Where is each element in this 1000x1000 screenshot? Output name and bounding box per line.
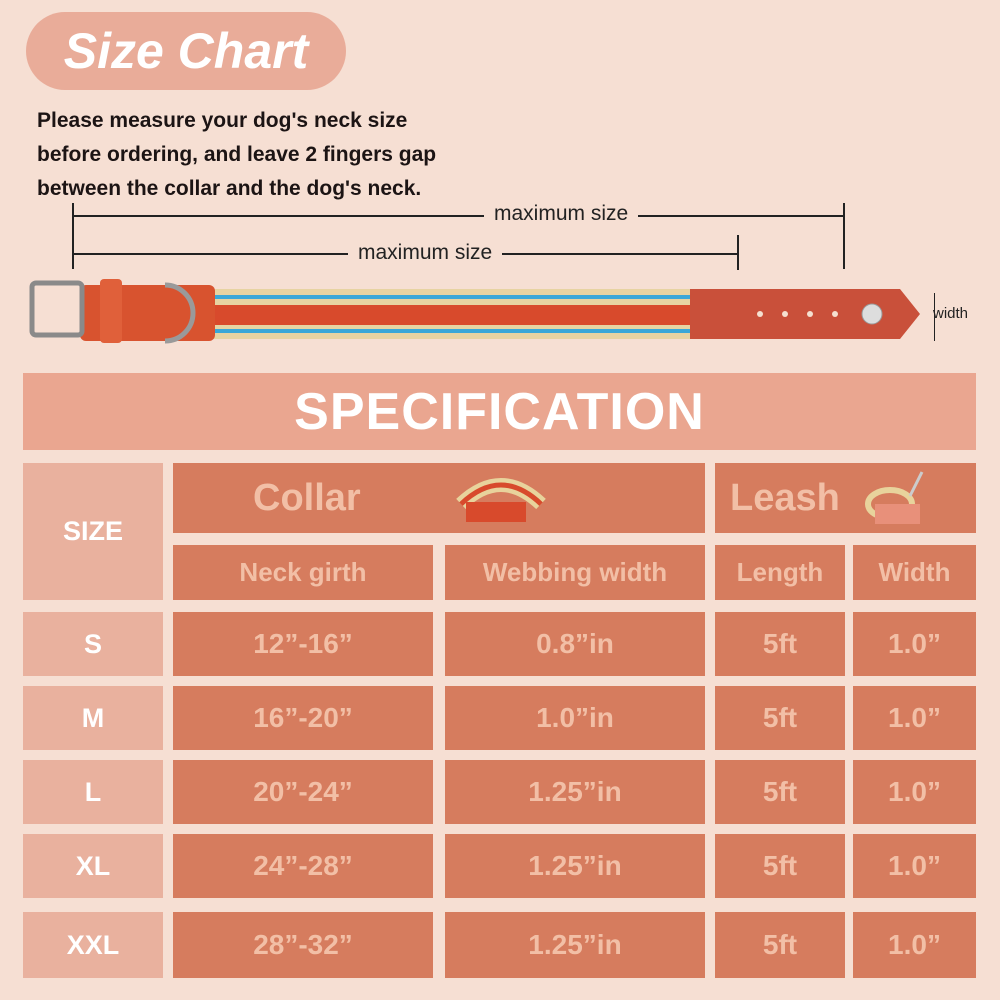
webbing-width-cell: 1.0”in xyxy=(445,686,705,750)
title-badge: Size Chart xyxy=(26,12,346,90)
column-header-webbing-width: Webbing width xyxy=(445,545,705,600)
max-size-label-2: maximum size xyxy=(348,241,503,265)
neck-girth-cell: 24”-28” xyxy=(173,834,433,898)
end-tick-1 xyxy=(843,203,845,269)
instructions-text: Please measure your dog's neck size befo… xyxy=(37,109,437,200)
collar-header: Collar xyxy=(173,463,705,533)
webbing-width-cell: 1.25”in xyxy=(445,912,705,978)
size-cell: L xyxy=(23,760,163,824)
webbing-width-cell: 1.25”in xyxy=(445,760,705,824)
leash-header: Leash xyxy=(715,463,976,533)
neck-girth-cell: 16”-20” xyxy=(173,686,433,750)
end-tick-2 xyxy=(737,235,739,270)
width-indicator xyxy=(934,293,935,341)
collar-header-label: Collar xyxy=(253,476,361,519)
length-cell: 5ft xyxy=(715,760,845,824)
length-cell: 5ft xyxy=(715,612,845,676)
size-cell: XXL xyxy=(23,912,163,978)
start-tick xyxy=(72,203,74,269)
column-header-neck-girth: Neck girth xyxy=(173,545,433,600)
webbing-width-cell: 1.25”in xyxy=(445,834,705,898)
length-cell: 5ft xyxy=(715,686,845,750)
size-cell: S xyxy=(23,612,163,676)
specification-heading: SPECIFICATION xyxy=(23,373,976,450)
width-cell: 1.0” xyxy=(853,612,976,676)
collar-image xyxy=(29,279,920,344)
width-cell: 1.0” xyxy=(853,686,976,750)
width-cell: 1.0” xyxy=(853,912,976,978)
size-cell: XL xyxy=(23,834,163,898)
leash-header-label: Leash xyxy=(730,476,840,519)
size-cell: M xyxy=(23,686,163,750)
width-cell: 1.0” xyxy=(853,834,976,898)
size-header: SIZE xyxy=(23,463,163,600)
neck-girth-cell: 12”-16” xyxy=(173,612,433,676)
leash-thumbnail xyxy=(864,471,924,524)
width-label: width xyxy=(933,305,969,322)
column-header-width: Width xyxy=(853,545,976,600)
length-cell: 5ft xyxy=(715,834,845,898)
neck-girth-cell: 28”-32” xyxy=(173,912,433,978)
width-cell: 1.0” xyxy=(853,760,976,824)
max-size-line-1 xyxy=(72,215,844,217)
length-cell: 5ft xyxy=(715,912,845,978)
collar-thumbnail xyxy=(455,478,546,522)
webbing-width-cell: 0.8”in xyxy=(445,612,705,676)
neck-girth-cell: 20”-24” xyxy=(173,760,433,824)
column-header-length: Length xyxy=(715,545,845,600)
max-size-label-1: maximum size xyxy=(484,202,639,226)
